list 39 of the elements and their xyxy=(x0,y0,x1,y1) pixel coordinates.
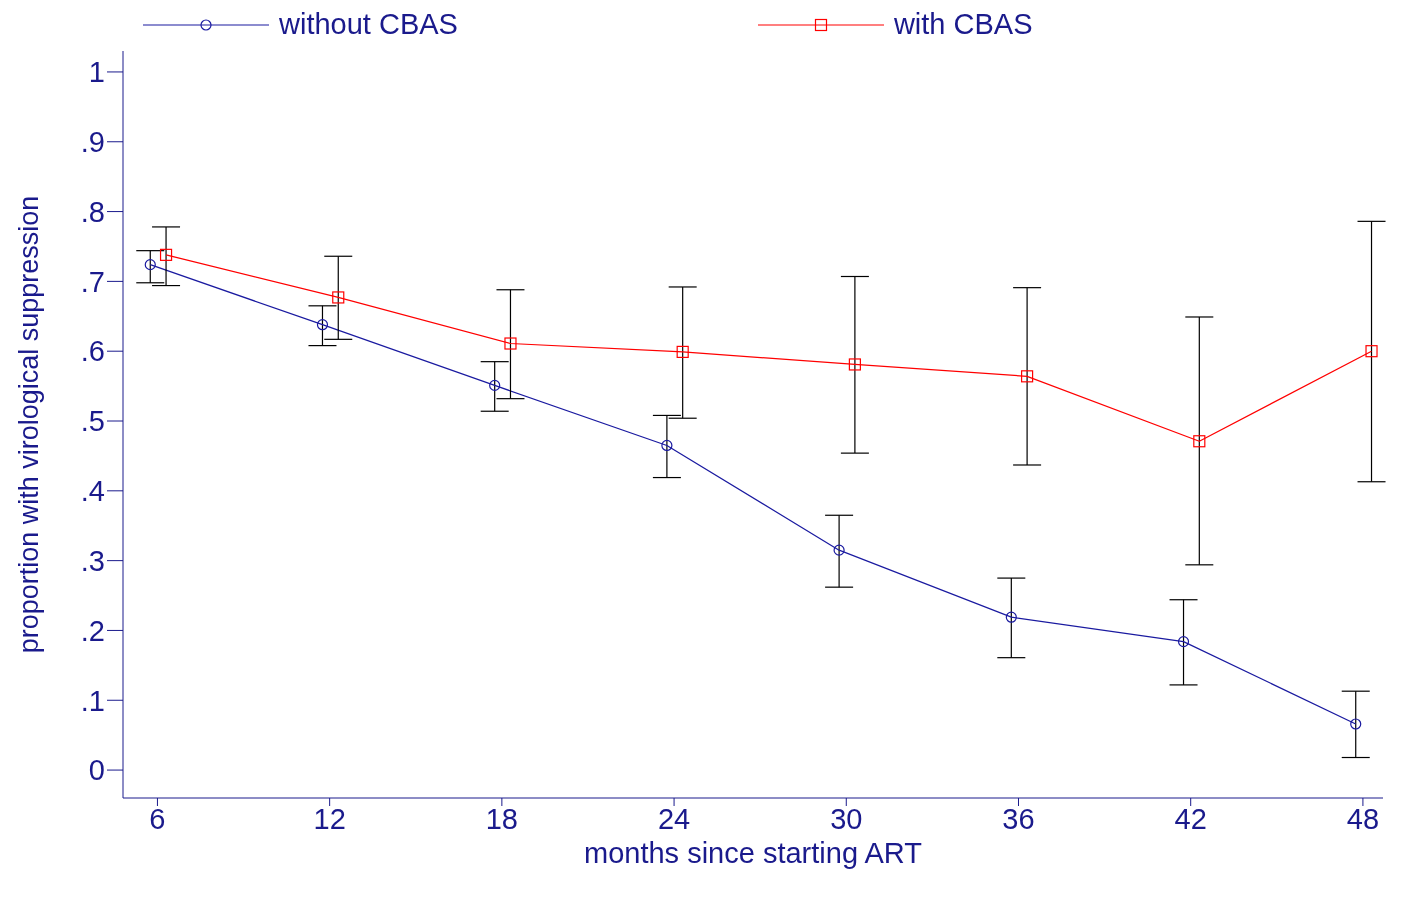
y-tick-label: 0 xyxy=(88,754,105,787)
x-tick-label: 24 xyxy=(657,802,691,835)
x-axis-title: months since starting ART xyxy=(584,837,923,869)
y-tick-label: .2 xyxy=(80,614,105,647)
legend-label: with CBAS xyxy=(893,8,1033,41)
point xyxy=(676,345,689,358)
x-tick-label: 48 xyxy=(1346,802,1380,835)
point xyxy=(1365,345,1378,358)
y-tick-label: .8 xyxy=(80,195,105,228)
x-tick-label: 12 xyxy=(313,802,346,835)
y-tick-label: .3 xyxy=(80,544,105,577)
x-tick-label: 42 xyxy=(1174,802,1207,835)
x-tick-label: 18 xyxy=(485,802,518,835)
point xyxy=(1177,636,1190,648)
legend-label: without CBAS xyxy=(279,8,458,41)
y-tick-label: 1 xyxy=(88,56,105,89)
point xyxy=(1005,611,1017,623)
y-tick-label: .1 xyxy=(80,684,105,717)
point xyxy=(332,291,345,304)
x-tick-label: 6 xyxy=(149,802,166,835)
point xyxy=(848,358,861,371)
point xyxy=(833,544,845,556)
y-tick-label: .6 xyxy=(80,335,105,368)
point xyxy=(1021,370,1034,383)
point xyxy=(1193,435,1206,448)
y-axis-title: proportion with virological suppression xyxy=(13,195,44,654)
point xyxy=(504,337,517,350)
point xyxy=(144,259,156,271)
point xyxy=(159,248,173,261)
x-tick-label: 30 xyxy=(830,802,863,835)
y-tick-label: .9 xyxy=(80,126,105,159)
y-tick-label: .7 xyxy=(80,265,105,298)
x-tick-label: 36 xyxy=(1002,802,1035,835)
point xyxy=(316,319,329,331)
point xyxy=(661,439,673,452)
point xyxy=(1350,718,1362,730)
y-tick-label: .5 xyxy=(80,405,105,438)
y-tick-label: .4 xyxy=(80,475,105,508)
point xyxy=(489,379,501,392)
